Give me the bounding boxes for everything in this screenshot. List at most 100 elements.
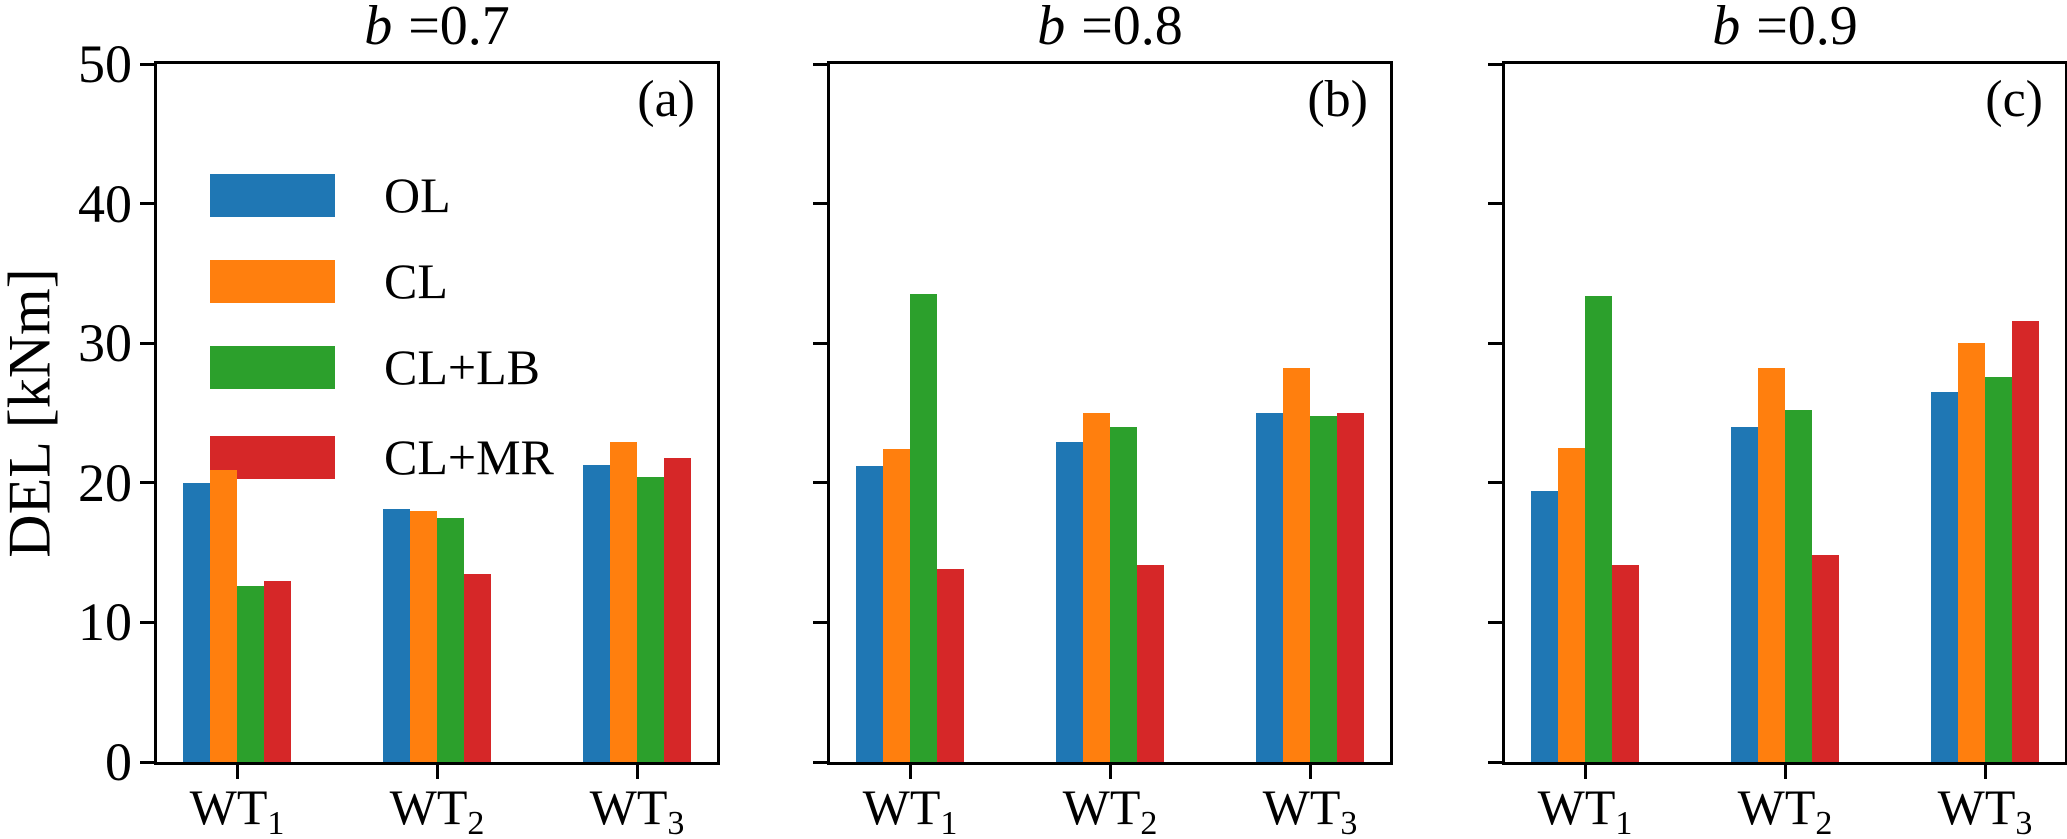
bar-cl-wt2 <box>1758 368 1785 762</box>
bar-cl-wt3 <box>610 442 637 762</box>
y-tick <box>140 620 154 624</box>
title-value: =0.7 <box>408 0 510 57</box>
bar-cl-mr-wt3 <box>1337 413 1364 762</box>
y-tick-label: 10 <box>78 592 132 653</box>
legend-label-ol: OL <box>384 167 451 223</box>
y-tick <box>140 62 154 66</box>
bar-ol-wt2 <box>1731 427 1758 762</box>
y-tick <box>140 341 154 345</box>
title-variable: b <box>364 0 393 57</box>
title-variable: b <box>1712 0 1741 57</box>
y-tick <box>813 481 827 485</box>
panel-label-a: (a) <box>637 71 695 128</box>
bar-ol-wt3 <box>1931 392 1958 762</box>
panel-label-b: (b) <box>1307 71 1368 128</box>
x-tick-label: WT1 <box>862 779 958 839</box>
bar-cl-wt2 <box>1083 413 1110 762</box>
x-tick <box>435 765 439 779</box>
y-tick <box>1488 202 1502 206</box>
y-tick <box>813 62 827 66</box>
y-tick <box>140 760 154 764</box>
bar-cl-lb-wt2 <box>1110 427 1137 762</box>
bar-ol-wt2 <box>383 509 410 762</box>
y-tick <box>1488 760 1502 764</box>
legend-swatch-cl <box>210 260 335 303</box>
x-tick-label: WT3 <box>1937 779 2033 839</box>
subplot-b-title: b =0.8 <box>830 0 1390 55</box>
bar-cl-lb-wt3 <box>637 477 664 762</box>
bar-cl-lb-wt2 <box>437 518 464 762</box>
bar-cl-mr-wt1 <box>1612 565 1639 762</box>
bar-cl-wt2 <box>410 511 437 762</box>
x-tick <box>635 765 639 779</box>
y-tick <box>813 620 827 624</box>
title-value: =0.8 <box>1081 0 1183 57</box>
subplot-c: b =0.9 (c) WT1 WT2 WT3 <box>1488 0 2067 839</box>
bar-ol-wt3 <box>1256 413 1283 762</box>
bar-cl-wt3 <box>1283 368 1310 762</box>
bar-cl-mr-wt1 <box>264 581 291 762</box>
bar-cl-mr-wt2 <box>1137 565 1164 762</box>
y-tick-label: 30 <box>78 313 132 374</box>
x-tick-label: WT2 <box>389 779 485 839</box>
title-value: =0.9 <box>1756 0 1858 57</box>
y-tick <box>813 202 827 206</box>
bar-cl-mr-wt2 <box>1812 555 1839 762</box>
bar-ol-wt1 <box>856 466 883 762</box>
subplot-b: b =0.8 (b) WT1 WT2 WT3 <box>813 0 1393 839</box>
y-tick <box>140 481 154 485</box>
panel-label-c: (c) <box>1985 71 2043 128</box>
subplot-c-title: b =0.9 <box>1505 0 2065 55</box>
y-tick-label: 40 <box>78 173 132 234</box>
x-tick-label: WT3 <box>1262 779 1358 839</box>
legend-label-cl-mr: CL+MR <box>384 429 554 485</box>
y-tick <box>813 760 827 764</box>
y-tick <box>1488 62 1502 66</box>
x-tick <box>908 765 912 779</box>
bar-cl-mr-wt3 <box>2012 321 2039 762</box>
x-tick <box>235 765 239 779</box>
x-tick <box>1583 765 1587 779</box>
x-tick <box>1983 765 1987 779</box>
subplot-a-title: b =0.7 <box>157 0 717 55</box>
bar-cl-mr-wt3 <box>664 458 691 762</box>
plot-area-b: (b) WT1 WT2 WT3 <box>813 61 1393 839</box>
legend-swatch-cl-lb <box>210 346 335 389</box>
y-axis-label: DEL [kNm] <box>0 268 63 558</box>
bar-cl-wt3 <box>1958 343 1985 762</box>
x-tick-label: WT2 <box>1062 779 1158 839</box>
x-tick-label: WT3 <box>589 779 685 839</box>
bar-cl-mr-wt1 <box>937 569 964 762</box>
y-tick <box>813 341 827 345</box>
legend-label-cl: CL <box>384 253 448 309</box>
bar-cl-wt1 <box>1558 448 1585 762</box>
title-variable: b <box>1037 0 1066 57</box>
x-tick-label: WT1 <box>1537 779 1633 839</box>
y-tick <box>1488 341 1502 345</box>
bar-cl-wt1 <box>883 449 910 762</box>
plot-area-c: (c) WT1 WT2 WT3 <box>1488 61 2067 839</box>
bar-ol-wt2 <box>1056 442 1083 762</box>
bar-cl-lb-wt1 <box>910 294 937 762</box>
bar-cl-wt1 <box>210 470 237 762</box>
x-tick <box>1308 765 1312 779</box>
subplot-a: b =0.7 (a) OL CL CL+LB CL+MR <box>78 0 720 839</box>
bar-ol-wt1 <box>183 483 210 762</box>
bar-cl-lb-wt3 <box>1985 377 2012 762</box>
bar-ol-wt1 <box>1531 491 1558 762</box>
x-tick <box>1108 765 1112 779</box>
x-tick-label: WT1 <box>189 779 285 839</box>
legend-swatch-ol <box>210 174 335 217</box>
y-tick-label: 50 <box>78 34 132 94</box>
y-tick-label: 20 <box>78 452 132 513</box>
bar-cl-lb-wt2 <box>1785 410 1812 762</box>
plot-area-a: (a) OL CL CL+LB CL+MR 0 10 2 <box>78 37 720 839</box>
bar-ol-wt3 <box>583 465 610 762</box>
y-tick-label: 0 <box>105 732 132 792</box>
bar-cl-lb-wt1 <box>237 586 264 762</box>
y-tick <box>140 202 154 206</box>
x-tick-label: WT2 <box>1737 779 1833 839</box>
y-tick <box>1488 620 1502 624</box>
bar-cl-lb-wt3 <box>1310 416 1337 762</box>
